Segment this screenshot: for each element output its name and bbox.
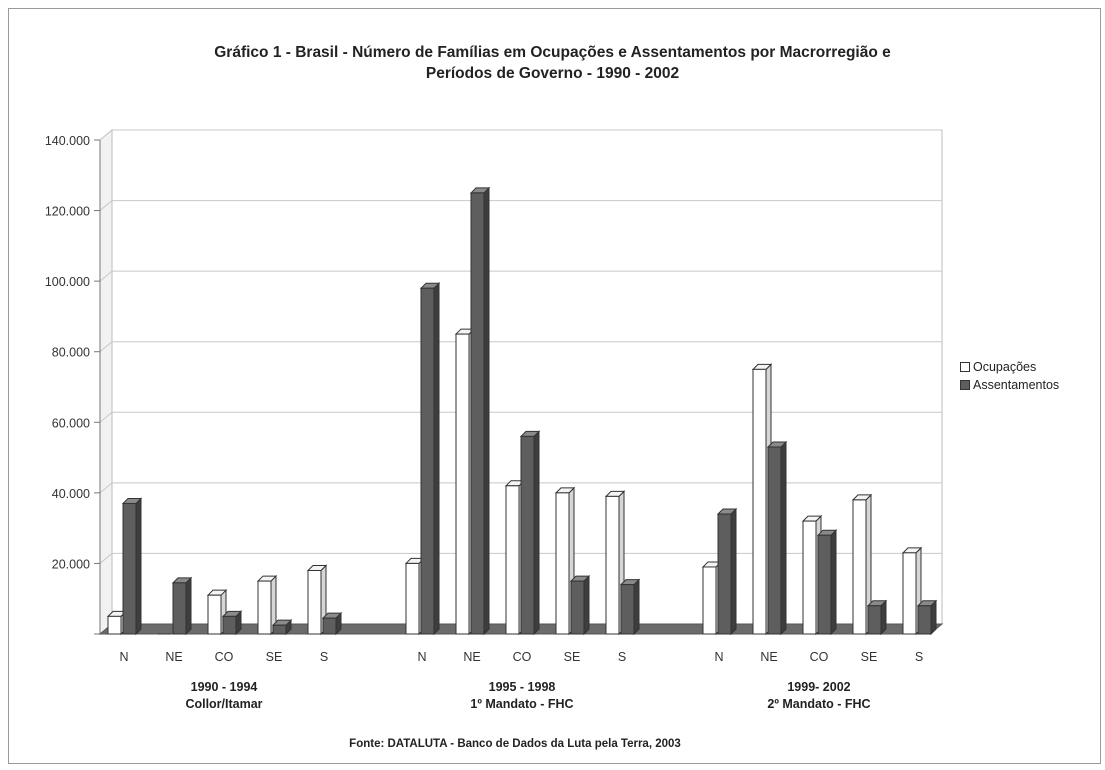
gridline-side <box>99 553 113 564</box>
y-tick-label: 80.000 <box>52 346 90 360</box>
bar-assentamentos-side <box>135 497 142 636</box>
bar-assentamentos-side <box>930 599 937 636</box>
y-tick-label: 120.000 <box>45 205 90 219</box>
group-label-period: 1990 - 1994 <box>191 680 258 694</box>
bar-ocupacoes <box>555 492 570 635</box>
y-tick-label: 140.000 <box>45 134 90 148</box>
bar-assentamentos <box>172 582 187 635</box>
bar-assentamentos <box>420 287 435 635</box>
bar-ocupacoes <box>802 520 817 635</box>
bar-assentamentos-side <box>533 430 540 636</box>
chart-title-line-2: Períodos de Governo - 1990 - 2002 <box>425 65 680 82</box>
legend-swatch-assentamentos <box>960 380 970 390</box>
bar-assentamentos <box>122 502 137 635</box>
bar-ocupacoes <box>405 562 420 635</box>
group-label-government: 1º Mandato - FHC <box>470 697 573 711</box>
chart-title: Gráfico 1 - Brasil - Número de Famílias … <box>0 42 1105 84</box>
bar-assentamentos-side <box>830 528 837 636</box>
bar-assentamentos <box>817 534 832 635</box>
group-label-government: 2º Mandato - FHC <box>767 697 870 711</box>
y-tick-label: 20.000 <box>52 557 90 571</box>
bar-assentamentos <box>470 192 485 635</box>
source-note: Fonte: DATALUTA - Banco de Dados da Luta… <box>349 738 681 750</box>
bar-ocupacoes <box>207 594 222 635</box>
bar-assentamentos <box>717 513 732 635</box>
bar-ocupacoes <box>257 580 272 635</box>
bar-ocupacoes <box>605 495 620 635</box>
x-category-label: S <box>618 650 626 664</box>
chart-title-line-1: Gráfico 1 - Brasil - Número de Famílias … <box>214 44 891 61</box>
bar-assentamentos-side <box>730 507 737 636</box>
gridline-side <box>99 411 113 423</box>
bar-ocupacoes <box>902 552 917 635</box>
bar-assentamentos-side <box>583 574 590 636</box>
x-category-label: NE <box>760 650 777 664</box>
group-label-period: 1995 - 1998 <box>489 680 556 694</box>
x-category-label: N <box>714 650 723 664</box>
y-tick-label: 100.000 <box>45 275 90 289</box>
x-category-label: CO <box>810 650 829 664</box>
bar-assentamentos-side <box>780 440 787 636</box>
x-category-label: N <box>417 650 426 664</box>
bar-assentamentos-side <box>185 576 192 636</box>
bar-assentamentos <box>322 617 337 635</box>
x-category-label: N <box>119 650 128 664</box>
bar-ocupacoes <box>702 566 717 635</box>
x-category-label: SE <box>861 650 878 664</box>
gridline-side <box>99 129 113 141</box>
legend-item-assentamentos: Assentamentos <box>960 376 1059 394</box>
x-category-label: NE <box>463 650 480 664</box>
bar-assentamentos <box>620 584 635 635</box>
bar-assentamentos-side <box>633 578 640 636</box>
x-category-label: CO <box>513 650 532 664</box>
x-category-label: S <box>915 650 923 664</box>
x-category-label: NE <box>165 650 182 664</box>
bar-assentamentos <box>867 605 882 635</box>
gridline-side <box>99 270 113 282</box>
bar-assentamentos <box>222 615 237 635</box>
bar-assentamentos <box>272 624 287 635</box>
legend-swatch-ocupacoes <box>960 362 970 372</box>
y-tick-label: 60.000 <box>52 416 90 430</box>
legend: Ocupações Assentamentos <box>960 358 1059 394</box>
legend-label-ocupacoes: Ocupações <box>973 360 1037 374</box>
y-tick-label: 40.000 <box>52 487 90 501</box>
x-category-label: SE <box>266 650 283 664</box>
bar-assentamentos-side <box>880 599 887 636</box>
bar-assentamentos <box>570 580 585 635</box>
bar-ocupacoes <box>307 569 322 635</box>
bar-ocupacoes <box>752 368 767 635</box>
x-category-label: CO <box>215 650 234 664</box>
bar-assentamentos <box>520 435 535 635</box>
legend-label-assentamentos: Assentamentos <box>973 378 1060 392</box>
bar-assentamentos-side <box>433 281 440 636</box>
group-label-period: 1999- 2002 <box>787 680 850 694</box>
bar-assentamentos <box>917 605 932 635</box>
bar-ocupacoes <box>852 499 867 635</box>
bar-ocupacoes <box>505 485 520 635</box>
gridline-side <box>99 341 113 353</box>
gridline-side <box>99 482 113 494</box>
x-category-label: S <box>320 650 328 664</box>
group-label-government: Collor/Itamar <box>185 697 262 711</box>
gridline-side <box>99 200 113 211</box>
bar-assentamentos-side <box>483 186 490 636</box>
bar-ocupacoes <box>455 333 470 635</box>
bar-assentamentos <box>767 446 782 635</box>
legend-item-ocupacoes: Ocupações <box>960 358 1059 376</box>
bar-ocupacoes <box>107 615 122 635</box>
x-category-label: SE <box>564 650 581 664</box>
